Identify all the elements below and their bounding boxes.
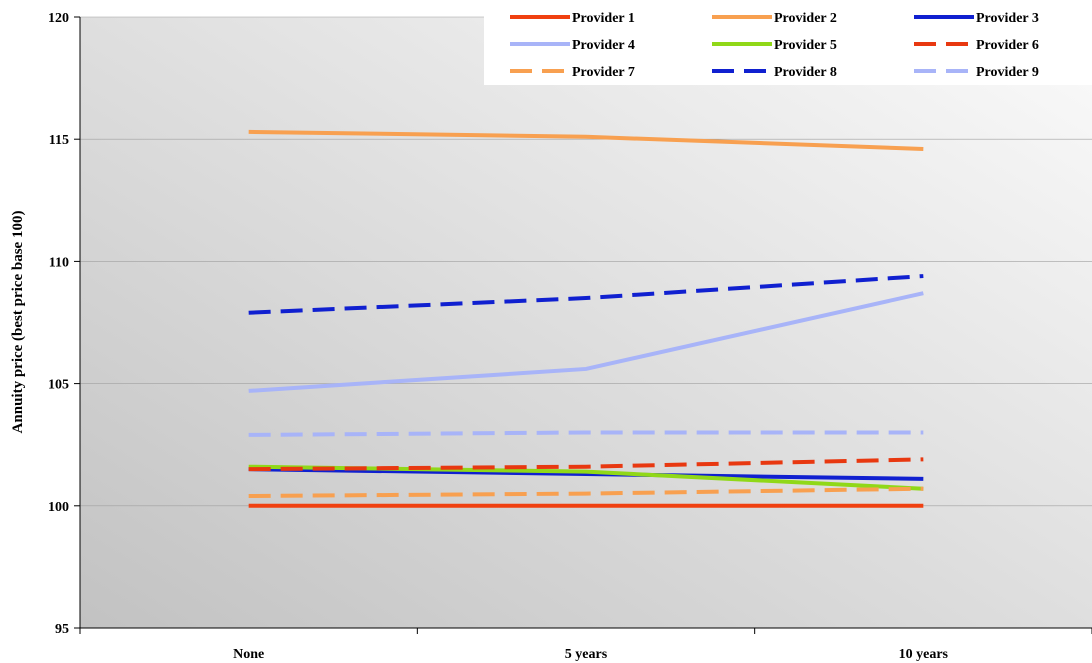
y-axis-title: Annuity price (best price base 100) bbox=[10, 211, 26, 434]
legend-box bbox=[484, 0, 1092, 85]
y-tick-label: 95 bbox=[55, 622, 69, 637]
series-line-provider-7 bbox=[248, 486, 924, 499]
legend: Provider 1 Provider 2 Provider 3 Provider 4… bbox=[484, 0, 1092, 85]
y-tick-label: 120 bbox=[48, 11, 69, 26]
y-tick-label: 110 bbox=[49, 255, 69, 270]
legend-label: Provider 9 bbox=[976, 65, 1039, 80]
x-tick-label: 5 years bbox=[565, 647, 608, 662]
series-lines bbox=[248, 129, 924, 508]
series-line-provider-8 bbox=[248, 274, 924, 315]
legend-label: Provider 4 bbox=[572, 38, 635, 53]
y-tick-label: 100 bbox=[48, 500, 69, 515]
series-line-provider-9 bbox=[248, 430, 924, 437]
legend-label: Provider 5 bbox=[774, 38, 837, 53]
series-line-provider-6 bbox=[248, 457, 924, 472]
y-tick-label: 115 bbox=[49, 133, 69, 148]
x-tick-label: None bbox=[233, 647, 264, 662]
axes bbox=[79, 17, 1092, 629]
legend-label: Provider 1 bbox=[572, 11, 635, 26]
legend-label: Provider 2 bbox=[774, 11, 837, 26]
legend-label: Provider 6 bbox=[976, 38, 1039, 53]
x-tick-labels: None 5 years 10 years bbox=[79, 628, 1092, 662]
y-tick-label: 105 bbox=[48, 378, 69, 393]
legend-label: Provider 3 bbox=[976, 11, 1039, 26]
series-line-provider-3 bbox=[248, 467, 924, 481]
y-tick-labels: 95 100 105 110 115 120 bbox=[48, 11, 80, 637]
legend-label: Provider 7 bbox=[572, 65, 635, 80]
series-line-provider-2 bbox=[248, 129, 924, 151]
legend-label: Provider 8 bbox=[774, 65, 837, 80]
series-line-provider-4 bbox=[248, 291, 924, 393]
x-tick-label: 10 years bbox=[899, 647, 949, 662]
plot-area bbox=[80, 17, 1092, 628]
